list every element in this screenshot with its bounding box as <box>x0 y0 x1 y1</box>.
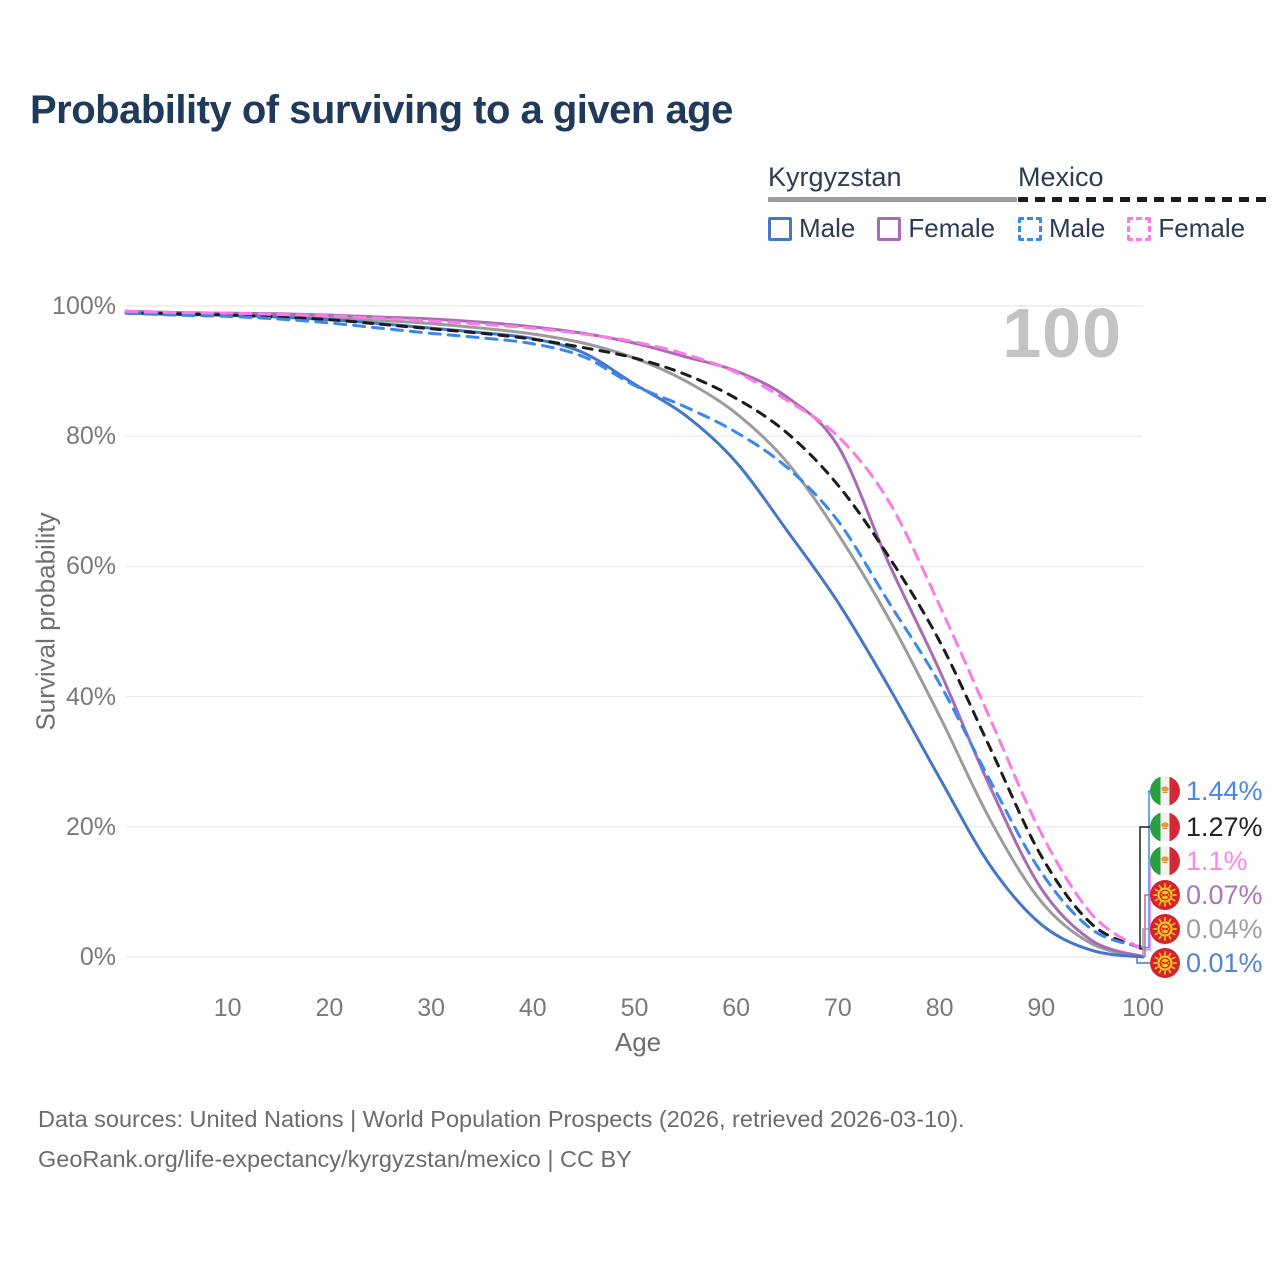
legend-item-mexico-male[interactable]: Male <box>1018 213 1105 244</box>
legend-country-mexico: Mexico <box>1018 162 1104 192</box>
x-tick-50: 50 <box>620 994 649 1022</box>
kyrgyzstan-flag-icon <box>1150 880 1180 910</box>
x-tick-40: 40 <box>518 994 547 1022</box>
legend-item-mexico-female[interactable]: Female <box>1127 213 1245 244</box>
end-label-mexico-male: 1.44% <box>1150 774 1263 808</box>
end-value: 0.01% <box>1186 947 1263 978</box>
end-label-mexico-total: 1.27% <box>1150 810 1263 844</box>
legend-country-kyrgyzstan: Kyrgyzstan <box>768 162 902 192</box>
mexico-flag-icon <box>1150 812 1180 842</box>
y-tick-20: 20% <box>65 812 116 841</box>
legend-label-kyrgyzstan-male: Male <box>799 213 856 243</box>
x-tick-70: 70 <box>823 994 852 1022</box>
x-tick-90: 90 <box>1027 994 1056 1022</box>
legend-label-mexico-male: Male <box>1049 213 1106 243</box>
attribution-note: GeoRank.org/life-expectancy/kyrgyzstan/m… <box>38 1146 632 1172</box>
y-tick-40: 40% <box>65 682 116 711</box>
x-tick-60: 60 <box>722 994 751 1022</box>
x-tick-10: 10 <box>213 994 242 1022</box>
legend-group-mexico: Mexico Male Female <box>1018 162 1268 244</box>
kyrgyzstan-total-line-swatch <box>768 197 1018 202</box>
end-label-kyrgyzstan-total: 0.04% <box>1150 912 1263 946</box>
mexico-male-swatch <box>1018 216 1042 241</box>
end-value: 1.44% <box>1186 775 1263 806</box>
x-tick-100: 100 <box>1122 994 1164 1022</box>
y-tick-80: 80% <box>65 422 116 451</box>
legend-row-kyrgyzstan: Male Female <box>768 213 1017 244</box>
kyrgyzstan-female-swatch <box>877 216 902 241</box>
end-label-kyrgyzstan-female: 0.07% <box>1150 878 1263 912</box>
mexico-total-line-swatch <box>1018 197 1268 202</box>
y-tick-100: 100% <box>52 292 116 320</box>
x-tick-20: 20 <box>315 994 344 1022</box>
legend-row-mexico: Male Female <box>1018 213 1267 244</box>
end-value: 1.27% <box>1186 811 1263 842</box>
x-axis-title: Age <box>614 1027 662 1057</box>
end-value: 0.07% <box>1186 879 1263 910</box>
mexico-flag-icon <box>1150 846 1180 876</box>
kyrgyzstan-male-swatch <box>768 216 792 241</box>
end-label-kyrgyzstan-male: 0.01% <box>1150 946 1263 980</box>
page-title: Probability of surviving to a given age <box>30 88 733 132</box>
y-tick-60: 60% <box>65 552 116 581</box>
mexico-female-swatch <box>1127 216 1152 241</box>
legend-group-kyrgyzstan: Kyrgyzstan Male Female <box>768 162 1018 244</box>
y-tick-0: 0% <box>79 943 116 971</box>
mexico-flag-icon <box>1150 776 1180 806</box>
kyrgyzstan-flag-icon <box>1150 914 1180 944</box>
kyrgyzstan-flag-icon <box>1150 948 1180 978</box>
legend-label-kyrgyzstan-female: Female <box>908 213 996 243</box>
end-value: 1.1% <box>1186 845 1248 876</box>
age-100-watermark: 100 <box>1002 294 1122 372</box>
data-source-note: Data sources: United Nations | World Pop… <box>38 1106 965 1132</box>
end-value: 0.04% <box>1186 913 1263 944</box>
x-tick-30: 30 <box>417 994 445 1022</box>
x-tick-80: 80 <box>925 994 954 1022</box>
legend-item-kyrgyzstan-female[interactable]: Female <box>877 213 995 244</box>
legend-item-kyrgyzstan-male[interactable]: Male <box>768 213 855 244</box>
legend-label-mexico-female: Female <box>1158 213 1246 243</box>
end-label-mexico-female: 1.1% <box>1150 844 1248 878</box>
